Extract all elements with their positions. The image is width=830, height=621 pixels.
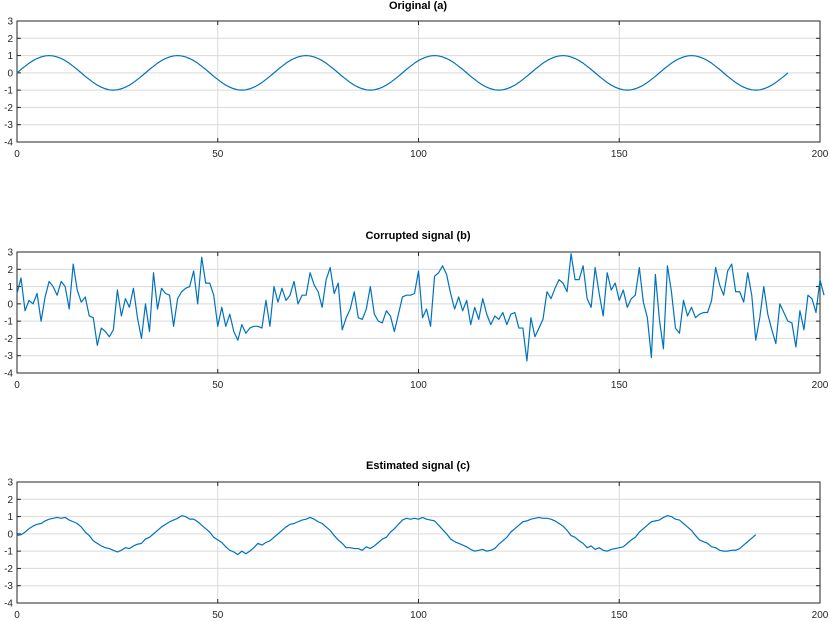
y-tick-label: 0: [7, 299, 13, 310]
y-tick-label: 3: [7, 478, 13, 489]
x-tick-label: 200: [812, 380, 829, 391]
chart-title: Estimated signal (c): [366, 460, 470, 472]
x-tick-label: 50: [212, 149, 224, 160]
y-tick-label: 0: [7, 68, 13, 79]
x-tick-label: 100: [410, 380, 427, 391]
y-tick-label: -2: [4, 564, 13, 575]
x-tick-label: 0: [14, 380, 20, 391]
y-tick-label: -1: [4, 86, 13, 97]
series-line: [16, 54, 789, 91]
x-tick-label: 0: [14, 610, 20, 621]
x-tick-label: 200: [812, 149, 829, 160]
y-tick-label: -1: [4, 317, 13, 328]
subplot-original: 0 50 100 150 200 3 2 1 0 -1 -2 -3 -4 Original (a): [4, 0, 829, 160]
x-tick-label: 100: [410, 610, 427, 621]
x-tick-label: 150: [611, 149, 628, 160]
subplot-estimated: 0 50 100 150 200 3 2 1 0 -1 -2 -3 -4 Estimated signal…: [4, 460, 829, 621]
y-tick-label: -4: [4, 369, 13, 380]
y-tick-label: -2: [4, 103, 13, 114]
y-tick-label: -1: [4, 547, 13, 558]
x-tick-label: 50: [212, 610, 224, 621]
y-tick-label: -3: [4, 351, 13, 362]
x-tick-label: 150: [611, 610, 628, 621]
chart-title: Corrupted signal (b): [365, 230, 470, 242]
y-tick-label: -3: [4, 581, 13, 592]
y-tick-label: -3: [4, 120, 13, 131]
y-tick-label: 2: [7, 495, 13, 506]
y-tick-label: 2: [7, 265, 13, 276]
y-tick-label: 3: [7, 248, 13, 259]
series-line: [16, 253, 825, 362]
y-tick-label: 0: [7, 529, 13, 540]
chart-title: Original (a): [389, 0, 447, 12]
x-tick-label: 150: [611, 380, 628, 391]
y-tick-label: 1: [7, 51, 13, 62]
y-tick-label: 1: [7, 282, 13, 293]
y-tick-label: -2: [4, 334, 13, 345]
y-tick-label: 3: [7, 17, 13, 28]
subplot-corrupted: 0 50 100 150 200 3 2 1 0 -1 -2 -3 -4 Corrupted signal…: [4, 230, 829, 391]
y-tick-label: 2: [7, 34, 13, 45]
x-tick-label: 50: [212, 380, 224, 391]
y-tick-label: -4: [4, 599, 13, 610]
y-tick-label: 1: [7, 512, 13, 523]
x-tick-label: 0: [14, 149, 20, 160]
x-tick-label: 200: [812, 610, 829, 621]
x-tick-label: 100: [410, 149, 427, 160]
series-line: [16, 515, 757, 556]
y-tick-label: -4: [4, 138, 13, 149]
